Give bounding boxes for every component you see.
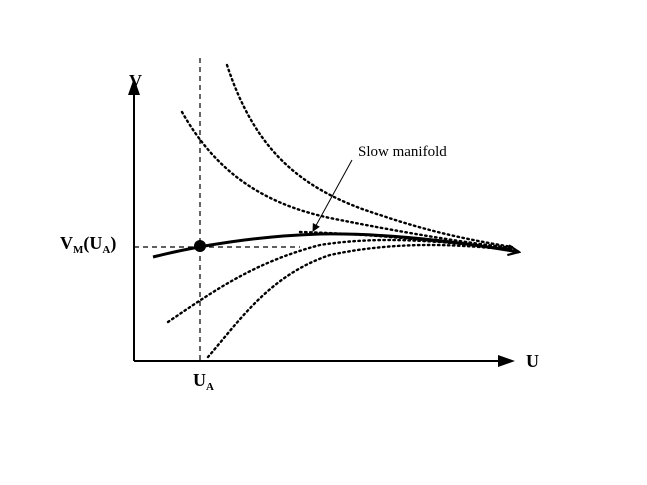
trajectory-top-inner [180, 110, 514, 250]
manifold-point [194, 240, 206, 252]
slow-manifold-label: Slow manifold [358, 144, 447, 160]
vm-mark-s1: M [73, 244, 84, 256]
vm-mark-p1: V [60, 233, 73, 253]
x-axis-arrowhead [498, 355, 515, 367]
vm-mark-s2: A [102, 244, 110, 256]
vm-mark-p2: (U [83, 233, 102, 254]
y-axis-arrowhead [128, 78, 140, 95]
vm-mark-p3: ) [110, 233, 116, 254]
ua-mark-label: UA [193, 370, 214, 393]
x-axis-label: U [526, 351, 539, 371]
trajectory-top-outer [225, 63, 514, 249]
ua-mark-main: U [193, 370, 206, 390]
trajectory-bottom-outer [206, 243, 514, 359]
vm-mark-label: VM(UA) [60, 233, 116, 256]
y-axis-label: V [129, 71, 142, 91]
ua-mark-sub: A [206, 381, 214, 393]
annotation-pointer [312, 159, 353, 232]
